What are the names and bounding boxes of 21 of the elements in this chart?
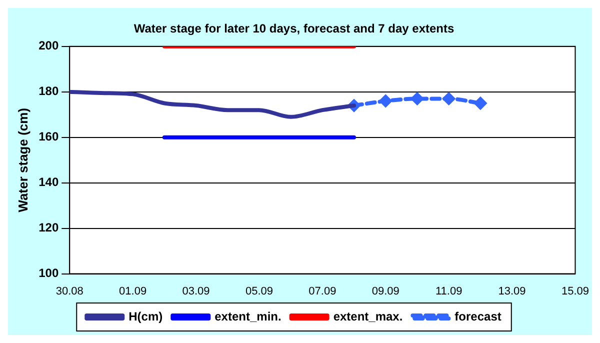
x-tick-label: 05.09 [245,285,273,298]
chart-title: Water stage for later 10 days, forecast and 7 day extents [134,22,454,36]
x-tick-label: 01.09 [119,285,147,298]
legend-label: extent_max. [333,309,403,324]
legend-label: H(cm) [128,309,163,324]
y-tick-label: 120 [38,220,59,235]
x-tick-label: 30.08 [56,285,84,298]
x-tick-label: 07.09 [308,285,336,298]
y-tick-label: 160 [38,130,59,144]
y-tick-label: 100 [38,266,59,280]
x-tick-label: 11.09 [435,285,462,298]
x-tick-label: 03.09 [182,285,210,298]
y-tick-label: 180 [38,84,59,98]
legend-label: extent_min. [214,309,282,324]
y-tick-label: 140 [38,175,59,190]
x-tick-label: 15.09 [561,285,589,298]
y-axis-title: Water stage (cm) [15,108,30,212]
x-tick-label: 13.09 [498,285,526,298]
x-tick-label: 09.09 [372,285,400,298]
y-tick-label: 200 [38,38,59,53]
legend-label: forecast [454,309,502,324]
